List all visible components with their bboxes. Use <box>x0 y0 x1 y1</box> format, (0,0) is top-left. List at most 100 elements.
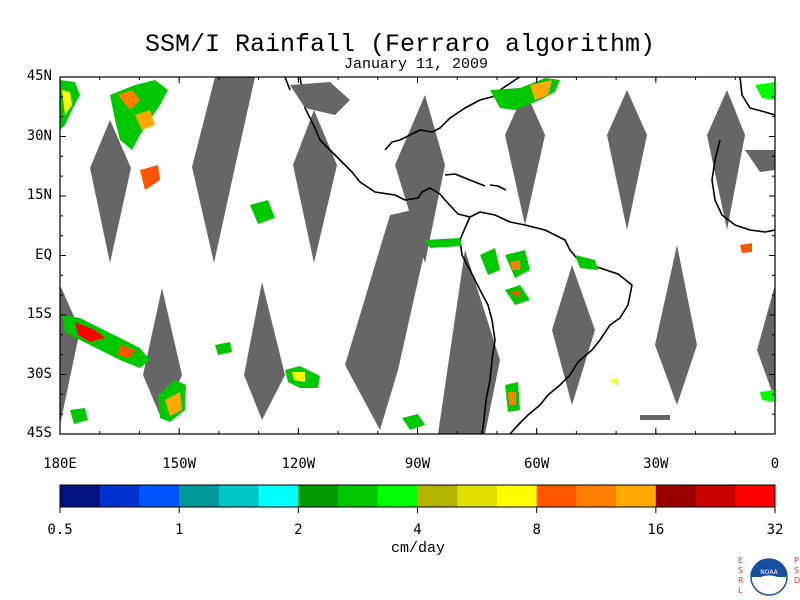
y-tick-label: 15N <box>26 187 52 203</box>
logo-letter: R <box>738 576 744 585</box>
colorbar-swatch <box>695 485 736 507</box>
coastline-africa <box>711 139 775 233</box>
noaa-emblem-bird <box>754 575 784 584</box>
x-tick-label: 0 <box>770 456 780 472</box>
no-data-swath <box>707 90 745 230</box>
rain-cell <box>250 200 275 224</box>
rain-cell <box>140 165 160 190</box>
x-tick-label: 120W <box>281 456 316 472</box>
rain-cell <box>70 408 88 424</box>
colorbar-swatch <box>139 485 180 507</box>
no-data-swath <box>607 90 647 230</box>
coastline-greenland <box>284 77 291 91</box>
x-tick-label: 180E <box>43 456 77 472</box>
no-data-swath <box>655 245 697 405</box>
rain-cells <box>60 78 775 430</box>
logo-letter: E <box>738 556 744 565</box>
rain-cell <box>215 342 232 355</box>
y-tick-label: 30S <box>26 365 52 382</box>
colorbar-tick-label: 32 <box>766 522 784 538</box>
rain-cell <box>402 414 425 430</box>
rain-cell <box>760 390 775 402</box>
colorbar-swatch <box>298 485 339 507</box>
coastline-hispaniola <box>489 184 507 191</box>
colorbar-swatch <box>338 485 379 507</box>
rain-cell <box>75 322 105 342</box>
colorbar-swatch <box>496 485 538 507</box>
logo-letter: S <box>738 566 744 575</box>
colorbar-swatch <box>60 485 101 507</box>
colorbar-swatch <box>576 485 617 507</box>
y-tick-label: 45S <box>26 425 52 441</box>
rain-cell <box>740 243 752 253</box>
colorbar-swatch <box>655 485 696 507</box>
no-data-patch <box>745 150 775 172</box>
rain-cell <box>118 90 140 110</box>
colorbar-tick-label: 4 <box>413 522 422 538</box>
rain-cell <box>118 345 135 358</box>
coastline-us-east <box>384 77 521 151</box>
no-data-swath <box>244 282 285 420</box>
no-data-swath <box>552 265 595 405</box>
colorbar-swatch <box>457 485 498 507</box>
y-tick-label: 45N <box>26 68 52 84</box>
x-tick-label: 60W <box>524 456 550 472</box>
colorbar-tick-label: 2 <box>294 522 303 538</box>
rain-cell <box>508 392 516 405</box>
coastline-south-america <box>469 211 633 434</box>
rain-cell <box>530 80 552 100</box>
no-data-swath <box>90 120 131 263</box>
coastline-cuba <box>444 173 486 187</box>
logo-letter: P <box>794 556 799 565</box>
colorbar-swatch <box>218 485 260 507</box>
colorbar-swatch <box>99 485 140 507</box>
map-title: SSM/I Rainfall (Ferraro algorithm) <box>144 30 656 59</box>
map-ticks <box>59 76 776 435</box>
no-data-swath <box>757 285 775 400</box>
logo-left-letters: E S R L <box>738 556 744 596</box>
logo-letter: D <box>794 576 800 585</box>
logo-letter: S <box>794 566 800 575</box>
logo-letter: L <box>738 586 743 595</box>
noaa-badge-text: NOAA <box>760 569 778 576</box>
rain-cell <box>425 238 462 248</box>
rain-cell <box>610 378 618 386</box>
rain-cell <box>292 372 305 382</box>
rain-cell <box>165 392 182 416</box>
rain-cell <box>510 290 520 298</box>
colorbar-swatch <box>377 485 418 507</box>
y-tick-label: 30N <box>26 127 52 144</box>
no-data-swath <box>192 77 255 263</box>
rain-cell <box>135 110 155 130</box>
colorbar-swatch <box>179 485 220 507</box>
colorbar-swatch <box>616 485 657 507</box>
colorbar-swatch <box>258 485 299 507</box>
colorbar-tick-label: 0.5 <box>47 522 73 538</box>
rain-cell <box>480 248 500 275</box>
colorbar-swatch <box>417 485 458 507</box>
x-tick-label: 30W <box>643 456 669 472</box>
rain-cell <box>755 82 775 100</box>
colorbar-tick-label: 8 <box>532 522 541 538</box>
coastline-europe <box>739 77 775 116</box>
colorbar <box>59 484 776 513</box>
x-tick-label: 150W <box>162 456 197 472</box>
no-data-swaths <box>60 77 775 434</box>
colorbar-tick-label: 16 <box>647 522 665 538</box>
rain-cell <box>62 90 72 115</box>
no-data-swath <box>505 90 545 225</box>
logo-right-letters: P S D <box>794 556 800 586</box>
noaa-emblem-sky <box>751 559 787 577</box>
colorbar-tick-label: 1 <box>174 522 184 538</box>
map-date: January 11, 2009 <box>343 56 489 73</box>
rain-cell <box>510 260 520 270</box>
no-data-swath <box>293 110 337 263</box>
y-tick-label: 15S <box>26 306 52 322</box>
coastline-north-america <box>299 77 471 218</box>
esrl-psd-logo: E S R L NOAA P S D <box>738 556 800 600</box>
no-data-swath <box>345 205 435 430</box>
no-data-patch <box>290 82 350 115</box>
x-tick-label: 90W <box>404 456 431 472</box>
y-tick-label: EQ <box>35 246 52 263</box>
